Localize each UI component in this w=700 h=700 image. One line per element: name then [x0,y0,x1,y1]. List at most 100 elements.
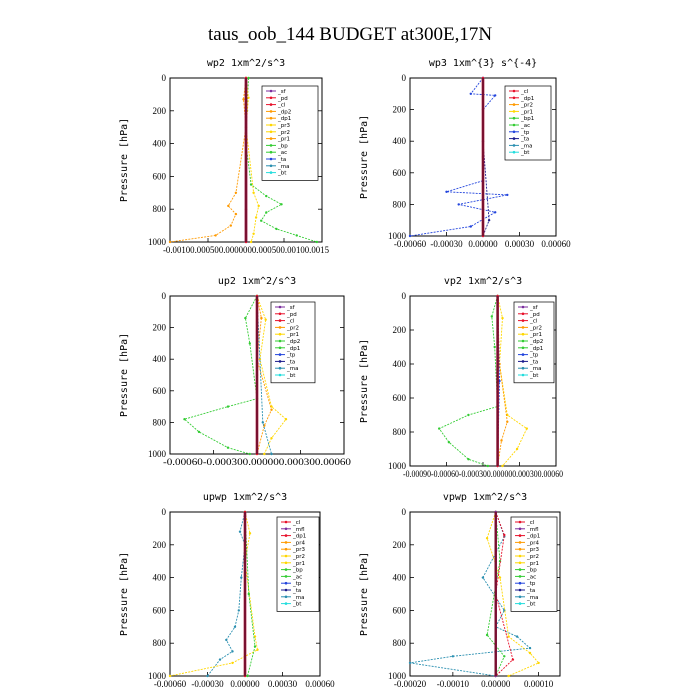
x-tick-label: -0.00030 [430,239,463,249]
data-point [515,635,519,638]
data-point [231,661,234,665]
data-point [253,635,257,638]
legend-marker [512,89,516,93]
data-point [197,430,201,434]
data-point [500,439,503,442]
y-tick-label: 800 [393,638,407,648]
legend-marker [518,602,522,605]
x-tick-label: 0.00060 [541,239,571,249]
series-line-green [486,511,505,677]
legend-label: _pr2 [520,103,533,109]
panels: wp2 1xm^2/s^3 Pressure [hPa] 0 200 400 600 800… [119,58,571,689]
legend-label: _pr2 [286,325,299,331]
data-point [511,658,515,661]
legend: _cl_mfl_dp1_pr4_pr3_pr2_pr1_bp_ac_tp_ta_… [510,516,558,612]
y-tick-label: 200 [153,323,167,333]
data-point [507,635,510,638]
data-point [469,92,472,96]
legend-label: _pd [286,312,297,318]
data-point [507,674,510,678]
data-point [226,405,230,408]
data-point [498,379,501,383]
legend-marker [518,547,522,551]
legend-label: _pr1 [520,109,533,115]
legend-label: _bt [520,150,530,156]
data-point [485,537,489,540]
x-tick-labels: -0.00090-0.00060-0.000300.000000.000300.… [403,469,563,479]
figure-title: taus_oob_144 BUDGET at300E,17N [208,24,492,45]
legend-marker [278,353,282,356]
data-point [240,576,243,579]
chart-panel-2: wp3 1xm^{3} s^{-4} Pressure [hPa] 0 200 400 6… [359,58,571,249]
legend-label: _ta [520,137,529,143]
legend: _cl_dp1_pr2_pr1_bp1_ac_tp_ta_ma_bt [504,85,552,161]
legend-label: _dp1 [277,116,291,122]
data-point [261,421,264,424]
data-point [237,609,240,612]
legend-marker [269,116,273,120]
x-tick-labels: -0.00100.000500.0000000.000500.00100.001… [163,245,329,255]
legend-label: _pr3 [292,547,306,553]
legend-marker [269,144,273,147]
data-point [506,193,509,197]
y-tick-label: 800 [153,638,167,648]
data-point [247,96,250,99]
series-line-blue [409,77,508,237]
legend-marker [284,581,288,585]
data-point [270,408,273,411]
data-point [315,240,319,244]
data-point [260,316,263,320]
legend-box [510,516,558,612]
legend-marker [284,575,288,578]
legend-label: _dp1 [526,534,540,540]
y-axis-label: Pressure [hPa] [359,115,370,199]
data-point [457,203,460,206]
data-point [503,533,506,537]
data-point [284,418,288,421]
data-point [264,318,267,321]
legend-marker [512,137,516,140]
data-point [234,212,238,216]
legend-label: _ma [286,366,298,372]
data-point [498,576,502,579]
legend-label: _ma [277,164,289,170]
legend-label: _cl [277,103,286,109]
legend: _sf_pd_cl_pr2_pr1_dp2_dp1_tp_ta_ma_bt [513,301,555,384]
data-point [247,76,250,80]
legend-label: _pr2 [292,554,305,560]
legend-marker [512,96,516,100]
legend-label: _ma [292,595,304,601]
x-tick-labels: -0.00060-0.000300.000000.000300.00060 [163,457,352,467]
legend-marker [512,130,516,134]
y-tick-label: 600 [393,605,407,615]
y-tick-label: 1000 [148,449,167,459]
data-point [252,232,255,235]
y-tick-label: 800 [153,417,167,427]
data-point [214,234,217,237]
data-point [253,645,257,648]
y-tick-label: 1000 [388,461,407,471]
data-point [528,646,532,650]
legend-label: _ta [277,157,286,163]
legend-label: _bp1 [520,116,534,122]
legend: _sf_pd_cl_pr2_pr1_dp2_dp1_tp_ta_ma_bt [270,301,316,384]
data-point [494,94,497,97]
x-tick-label: -0.00030 [191,679,224,689]
data-point [252,191,255,194]
legend-marker [521,366,525,370]
legend-label: _sf [277,89,287,95]
legend-label: _pr2 [277,130,290,136]
data-point [183,418,186,421]
legend-label: _bt [286,373,296,379]
x-tick-label: 0.00030 [268,679,298,689]
legend-marker [284,588,288,592]
legend-marker [284,541,288,544]
legend-marker [521,373,525,377]
data-point [486,464,490,468]
legend-label: _ma [529,366,541,372]
legend-marker [278,346,282,350]
data-point [515,447,519,451]
legend-marker [512,144,516,147]
data-point [263,452,266,456]
